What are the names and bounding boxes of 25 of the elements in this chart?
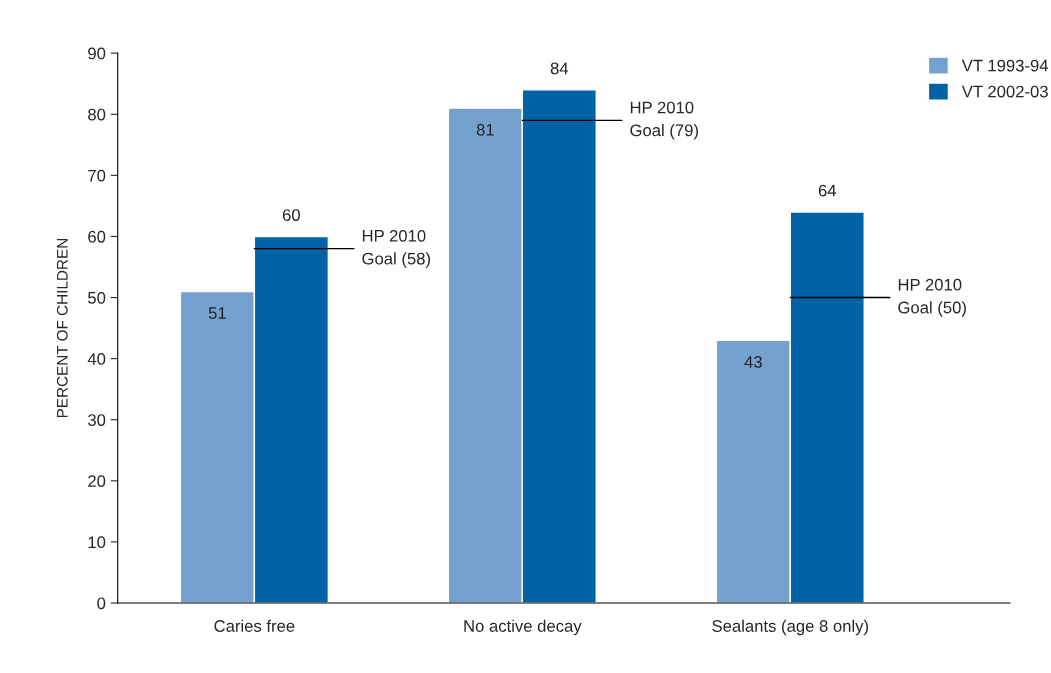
y-tick-label: 80 — [88, 108, 106, 121]
data-label: 81 — [476, 123, 494, 136]
data-label: 43 — [744, 356, 762, 368]
x-tick-label: Caries free — [214, 619, 295, 632]
y-tick-label: 50 — [88, 291, 106, 304]
annotation: HP 2010 Goal (58) — [362, 229, 430, 268]
y-tick-label: 40 — [87, 353, 106, 365]
y-tick-label: 0 — [97, 597, 106, 610]
data-label: 64 — [818, 184, 837, 197]
y-tick-label: 70 — [88, 169, 106, 182]
y-tick-label: 30 — [88, 414, 106, 426]
y-tick-label: 90 — [88, 47, 106, 60]
data-label: 60 — [282, 209, 300, 221]
x-tick-label: No active decay — [464, 619, 582, 636]
y-tick-label: 10 — [88, 536, 106, 549]
y-tick-label: 20 — [88, 475, 106, 488]
legend-label: VT 2002-03 — [961, 85, 1048, 98]
annotation: HP 2010 Goal (50) — [898, 278, 966, 317]
data-label: 84 — [550, 62, 569, 75]
y-axis-title: PERCENT OF CHILDREN — [56, 239, 68, 418]
x-tick-label: Sealants (age 8 only) — [712, 619, 869, 636]
legend-label: VT 1993-94 — [961, 59, 1049, 72]
annotation: HP 2010 Goal (79) — [630, 101, 698, 140]
data-label: 51 — [208, 307, 226, 319]
y-tick-label: 60 — [88, 230, 106, 243]
